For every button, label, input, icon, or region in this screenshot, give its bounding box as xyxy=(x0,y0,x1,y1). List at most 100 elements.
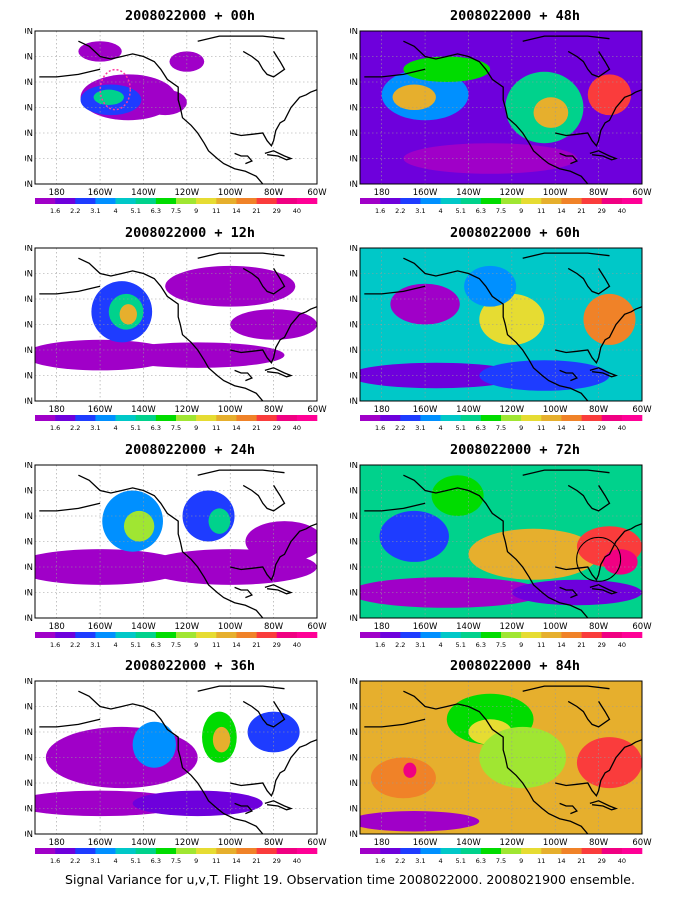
lat-tick-label: 30N xyxy=(25,346,33,356)
coastline xyxy=(403,257,589,401)
lat-tick-label: 10N xyxy=(350,830,358,840)
lon-tick-label: 140W xyxy=(131,622,156,632)
colorbar-swatch xyxy=(135,848,157,854)
coastline xyxy=(522,685,610,692)
variance-blob xyxy=(169,51,205,72)
lat-tick-label: 70N xyxy=(350,678,358,687)
coastline xyxy=(589,150,619,161)
lon-tick-label: 180 xyxy=(374,188,390,198)
colorbar-swatch xyxy=(75,198,96,204)
colorbar-swatch xyxy=(561,198,582,204)
colorbar-swatch xyxy=(155,198,177,204)
lon-tick-label: 160W xyxy=(88,622,113,632)
lon-tick-label: 160W xyxy=(413,622,438,632)
lat-tick-label: 60N xyxy=(25,703,33,713)
colorbar-swatch xyxy=(196,632,217,638)
colorbar-swatch xyxy=(296,632,318,638)
variance-blob xyxy=(132,790,263,817)
colorbar-label: 21 xyxy=(252,424,260,432)
colorbar-label: 5.1 xyxy=(131,857,141,865)
coastline xyxy=(559,586,578,599)
colorbar-swatch xyxy=(276,848,298,854)
variance-map: 10N 20N 30N 40N 50N 60N 70N 180 160W 140W 120W 100W… xyxy=(350,462,652,649)
colorbar-swatch xyxy=(360,415,381,421)
variance-blob xyxy=(119,304,137,325)
colorbar-label: 2.2 xyxy=(395,207,405,215)
lat-tick-label: 60N xyxy=(350,487,358,497)
coastline xyxy=(364,68,426,78)
colorbar-swatch xyxy=(216,848,237,854)
map-field xyxy=(359,680,643,835)
coastline xyxy=(589,367,619,378)
colorbar-swatch xyxy=(55,848,76,854)
colorbar-swatch xyxy=(561,415,582,421)
colorbar-swatch xyxy=(115,848,137,854)
map-frame xyxy=(359,680,643,835)
variance-blob xyxy=(587,74,632,116)
lat-tick-label: 50N xyxy=(25,728,33,738)
colorbar-swatch xyxy=(501,415,522,421)
colorbar-swatch xyxy=(155,848,177,854)
lon-tick-label: 120W xyxy=(500,838,525,848)
lat-tick-label: 50N xyxy=(25,295,33,305)
variance-blob xyxy=(403,762,417,778)
lon-tick-label: 160W xyxy=(88,188,113,198)
coastline xyxy=(555,306,642,365)
colorbar-swatch xyxy=(501,848,522,854)
colorbar-label: 2.2 xyxy=(395,424,405,432)
colorbar-label: 7.5 xyxy=(171,207,181,215)
colorbar-swatch xyxy=(115,415,137,421)
variance-blob xyxy=(468,528,599,580)
colorbar-label: 29 xyxy=(273,207,281,215)
variance-blob xyxy=(479,293,545,345)
colorbar-label: 40 xyxy=(618,207,626,215)
colorbar-label: 9 xyxy=(194,857,198,865)
colorbar-swatch xyxy=(561,848,582,854)
colorbar-swatch xyxy=(360,198,381,204)
map-field xyxy=(34,680,318,835)
colorbar-swatch xyxy=(521,632,542,638)
lon-tick-label: 140W xyxy=(456,188,481,198)
variance-blob xyxy=(247,711,300,753)
coastline xyxy=(555,89,642,148)
lat-tick-label: 10N xyxy=(25,830,33,840)
lat-tick-label: 40N xyxy=(25,754,33,764)
lat-tick-label: 20N xyxy=(25,589,33,599)
lon-tick-label: 60W xyxy=(632,405,652,415)
lat-tick-label: 40N xyxy=(350,321,358,331)
colorbar-swatch xyxy=(541,632,562,638)
colorbar-label: 4 xyxy=(439,857,443,865)
colorbar-swatch xyxy=(256,415,278,421)
lat-tick-label: 10N xyxy=(350,614,358,624)
lon-tick-label: 100W xyxy=(543,188,568,198)
coastline xyxy=(242,484,286,512)
coastline xyxy=(559,802,578,815)
colorbar-swatch xyxy=(296,415,318,421)
colorbar-label: 21 xyxy=(252,857,260,865)
colorbar-label: 5.1 xyxy=(131,207,141,215)
target-circle xyxy=(576,536,622,582)
map-panel-60h: 2008022000 + 60h 10N 20N 30N 40N 50N 60N 70N 18… xyxy=(350,225,680,440)
colorbar-swatch xyxy=(400,848,421,854)
colorbar-label: 9 xyxy=(194,641,198,649)
colorbar-label: 5.1 xyxy=(456,424,466,432)
lat-tick-label: 60N xyxy=(350,270,358,280)
colorbar-label: 21 xyxy=(577,424,585,432)
colorbar-label: 1.6 xyxy=(50,424,60,432)
lat-tick-label: 50N xyxy=(25,78,33,88)
variance-blob xyxy=(431,475,484,516)
variance-blob xyxy=(132,721,176,768)
lon-tick-label: 120W xyxy=(500,188,525,198)
colorbar-swatch xyxy=(196,848,217,854)
coastline xyxy=(242,267,286,295)
lon-tick-label: 60W xyxy=(632,188,652,198)
coastline xyxy=(567,484,611,512)
lon-tick-label: 80W xyxy=(589,405,609,415)
lat-tick-label: 60N xyxy=(350,53,358,63)
colorbar-swatch xyxy=(460,848,482,854)
colorbar-label: 29 xyxy=(273,857,281,865)
coastline xyxy=(567,267,611,295)
colorbar-swatch xyxy=(581,848,603,854)
colorbar-swatch xyxy=(135,632,157,638)
colorbar-swatch xyxy=(621,198,643,204)
